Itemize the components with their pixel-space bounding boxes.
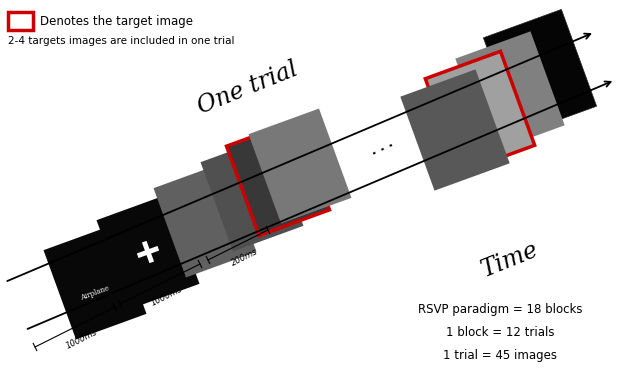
FancyBboxPatch shape xyxy=(8,12,33,30)
Polygon shape xyxy=(483,9,596,135)
Text: 1000ms: 1000ms xyxy=(149,285,184,308)
Text: Time: Time xyxy=(478,238,542,282)
Polygon shape xyxy=(455,31,564,152)
Polygon shape xyxy=(154,163,257,277)
Text: 1 block = 12 trials: 1 block = 12 trials xyxy=(445,326,554,340)
Text: . . .: . . . xyxy=(369,136,395,158)
Text: Airplane: Airplane xyxy=(79,284,111,302)
Text: 200ms: 200ms xyxy=(230,247,259,268)
Polygon shape xyxy=(400,69,509,191)
Text: RSVP paradigm = 18 blocks: RSVP paradigm = 18 blocks xyxy=(418,303,582,317)
Polygon shape xyxy=(97,195,200,309)
Polygon shape xyxy=(200,136,303,252)
Text: 1 trial = 45 images: 1 trial = 45 images xyxy=(443,349,557,362)
Text: 2-4 targets images are included in one trial: 2-4 targets images are included in one t… xyxy=(8,36,234,46)
Polygon shape xyxy=(426,51,534,173)
Text: One trial: One trial xyxy=(195,57,301,119)
Text: 1000ms: 1000ms xyxy=(64,328,99,351)
Polygon shape xyxy=(248,108,351,223)
Polygon shape xyxy=(44,225,147,339)
Text: Denotes the target image: Denotes the target image xyxy=(40,14,193,28)
Polygon shape xyxy=(227,121,330,236)
